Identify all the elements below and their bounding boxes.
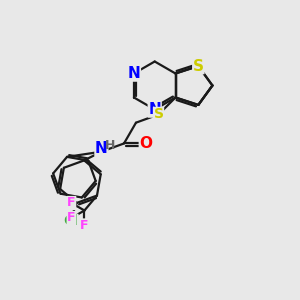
Text: H: H bbox=[105, 139, 115, 152]
Text: Cl: Cl bbox=[63, 214, 78, 228]
Text: N: N bbox=[128, 66, 140, 81]
Text: O: O bbox=[140, 136, 152, 151]
Text: F: F bbox=[67, 196, 76, 209]
Text: N: N bbox=[148, 102, 161, 117]
Text: F: F bbox=[80, 219, 89, 232]
Text: N: N bbox=[95, 141, 108, 156]
Text: S: S bbox=[193, 58, 204, 74]
Text: F: F bbox=[67, 212, 76, 224]
Text: S: S bbox=[154, 107, 164, 122]
